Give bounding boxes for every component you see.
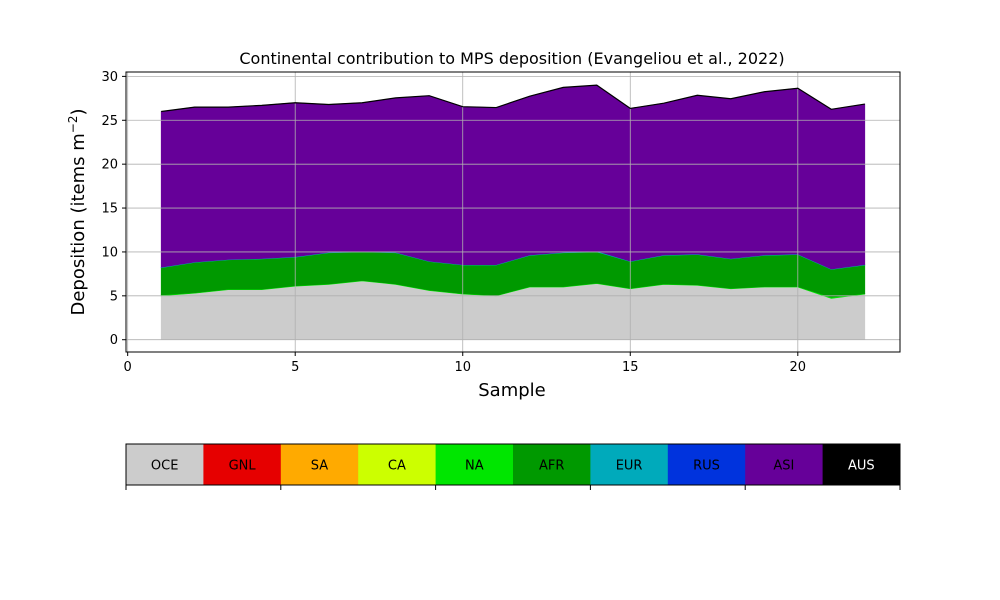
legend-frame — [125, 443, 901, 486]
legend-swatch-oce — [126, 444, 204, 485]
x-tick-label: 15 — [622, 360, 639, 375]
y-axis-ticks: 0 5 10 15 20 25 30 — [101, 70, 126, 348]
legend-swatch-ca — [358, 444, 437, 485]
legend-swatch-afr — [513, 444, 591, 485]
area-asi — [160, 84, 866, 270]
y-tick-label: 20 — [101, 158, 118, 173]
y-tick-label: 10 — [101, 245, 118, 260]
plot-frame — [125, 71, 901, 353]
legend-swatch-eur — [590, 444, 669, 485]
y-tick-label: 5 — [110, 289, 118, 304]
y-tick-label: 25 — [101, 114, 118, 129]
legend-colorbar: OCE GNL SA CA NA AFR EUR RUS ASI AUS — [125, 443, 901, 490]
plot-area — [125, 71, 901, 353]
x-axis-ticks: 0 5 10 15 20 — [124, 352, 807, 375]
y-axis-label-close: ) — [68, 108, 89, 115]
legend-label-afr: AFR — [539, 459, 564, 474]
x-tick-label: 0 — [124, 360, 132, 375]
legend-swatch-na — [435, 444, 514, 485]
legend-swatch-gnl — [203, 444, 282, 485]
grid-lines — [126, 72, 900, 352]
legend-swatch-sa — [280, 444, 359, 485]
legend-label-oce: OCE — [151, 459, 179, 474]
legend-label-na: NA — [465, 459, 484, 474]
y-axis-label-exponent: −2 — [66, 116, 80, 134]
area-edges — [161, 84, 865, 113]
legend-swatch-aus — [822, 444, 901, 485]
y-tick-label: 30 — [101, 70, 118, 85]
x-tick-label: 10 — [454, 360, 471, 375]
legend-label-asi: ASI — [773, 459, 794, 474]
area-series-group — [160, 84, 866, 341]
legend-label-ca: CA — [388, 459, 406, 474]
x-tick-label: 5 — [291, 360, 299, 375]
legend-label-sa: SA — [311, 459, 328, 474]
legend-label-aus: AUS — [848, 459, 875, 474]
legend-swatch-rus — [667, 444, 746, 485]
x-tick-label: 20 — [790, 360, 807, 375]
y-tick-label: 0 — [110, 333, 118, 348]
legend-label-gnl: GNL — [229, 459, 257, 474]
legend-label-rus: RUS — [693, 459, 720, 474]
x-axis-label: Sample — [478, 380, 546, 401]
legend-label-eur: EUR — [616, 459, 643, 474]
total-outline — [161, 84, 865, 113]
y-tick-label: 15 — [101, 202, 118, 217]
y-axis-label-main: Deposition (items m — [68, 133, 89, 315]
chart-title: Continental contribution to MPS depositi… — [239, 49, 784, 68]
y-axis-label: Deposition (items m−2) — [66, 108, 89, 315]
legend-swatch-asi — [745, 444, 824, 485]
